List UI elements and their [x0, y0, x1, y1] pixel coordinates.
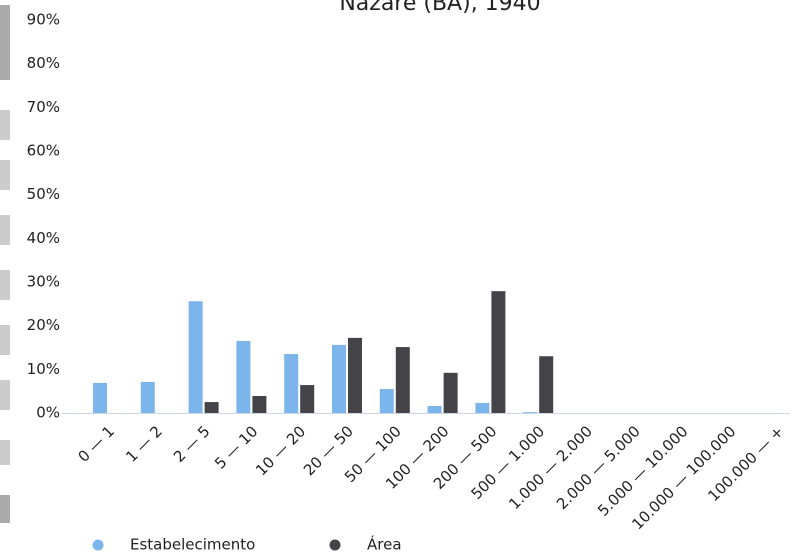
legend-label: Estabelecimento: [130, 536, 255, 554]
bar: [348, 337, 362, 413]
bar: [395, 347, 410, 413]
bar: [188, 301, 203, 413]
bar: [284, 354, 299, 413]
bar: [204, 402, 219, 413]
y-tick-label: 70%: [27, 98, 60, 116]
bar: [539, 356, 554, 413]
x-tick-label: 0 — 1: [74, 422, 118, 466]
y-tick-label: 0%: [36, 404, 60, 422]
side-strip: [0, 5, 10, 523]
bar: [300, 385, 315, 413]
bar: [379, 388, 394, 413]
bar: [475, 402, 490, 413]
bar: [491, 291, 506, 413]
x-tick-label: 2.000 — 5.000: [553, 422, 644, 513]
legend-marker: [329, 539, 341, 551]
bar: [332, 344, 346, 413]
y-tick-label: 40%: [27, 229, 60, 247]
y-tick-label: 50%: [27, 185, 60, 203]
y-tick-label: 80%: [27, 54, 60, 72]
bar: [427, 406, 442, 413]
bar: [252, 395, 267, 413]
y-tick-label: 20%: [27, 316, 60, 334]
y-tick-label: 10%: [27, 360, 60, 378]
x-tick-label: 2 — 5: [170, 422, 214, 466]
x-tick-label: 1.000 — 2.000: [505, 422, 596, 513]
legend-label: Área: [367, 535, 402, 554]
bar: [523, 412, 538, 413]
y-tick-label: 30%: [27, 273, 60, 291]
bar: [140, 381, 155, 413]
chart-title: Nazaré (BA), 1940: [339, 0, 540, 16]
x-tick-label: 10 — 20: [252, 422, 309, 479]
bar: [93, 382, 107, 413]
bar: [443, 372, 458, 413]
y-tick-label: 90%: [27, 11, 60, 29]
bar: [236, 340, 251, 413]
x-tick-label: 1 — 2: [122, 422, 166, 466]
legend-marker: [92, 539, 104, 551]
y-tick-label: 60%: [27, 142, 60, 160]
